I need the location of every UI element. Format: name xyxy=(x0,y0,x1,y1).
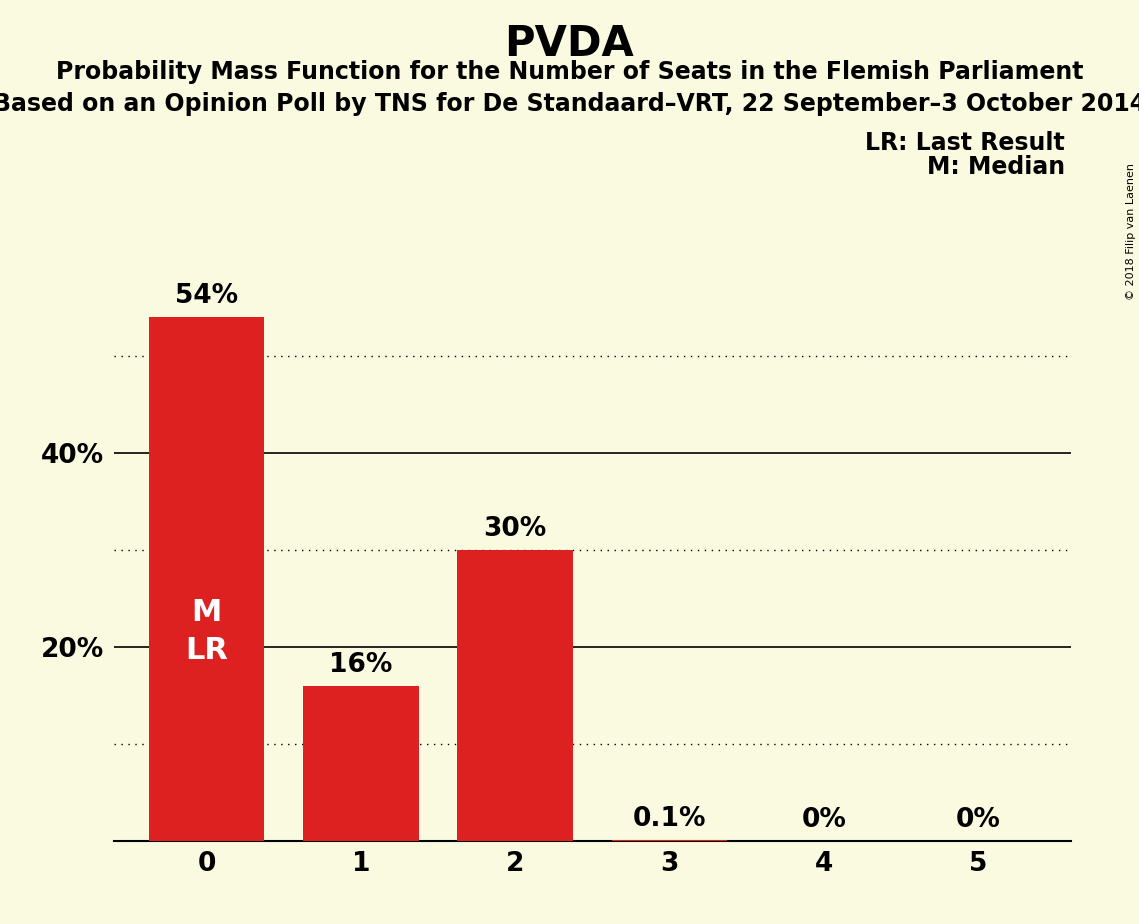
Bar xyxy=(148,317,264,841)
Text: 0%: 0% xyxy=(802,807,846,833)
Bar xyxy=(303,686,419,841)
Text: LR: Last Result: LR: Last Result xyxy=(866,131,1065,155)
Text: M
LR: M LR xyxy=(185,598,228,665)
Text: 54%: 54% xyxy=(175,283,238,310)
Text: Probability Mass Function for the Number of Seats in the Flemish Parliament: Probability Mass Function for the Number… xyxy=(56,60,1083,84)
Text: © 2018 Filip van Laenen: © 2018 Filip van Laenen xyxy=(1126,163,1136,299)
Bar xyxy=(457,550,573,841)
Text: 16%: 16% xyxy=(329,651,393,678)
Text: M: Median: M: Median xyxy=(927,155,1065,179)
Text: 0%: 0% xyxy=(956,807,1000,833)
Text: 30%: 30% xyxy=(483,516,547,542)
Text: Based on an Opinion Poll by TNS for De Standaard–VRT, 22 September–3 October 201: Based on an Opinion Poll by TNS for De S… xyxy=(0,92,1139,116)
Bar xyxy=(612,840,728,841)
Text: 0.1%: 0.1% xyxy=(632,806,706,833)
Text: PVDA: PVDA xyxy=(505,23,634,65)
